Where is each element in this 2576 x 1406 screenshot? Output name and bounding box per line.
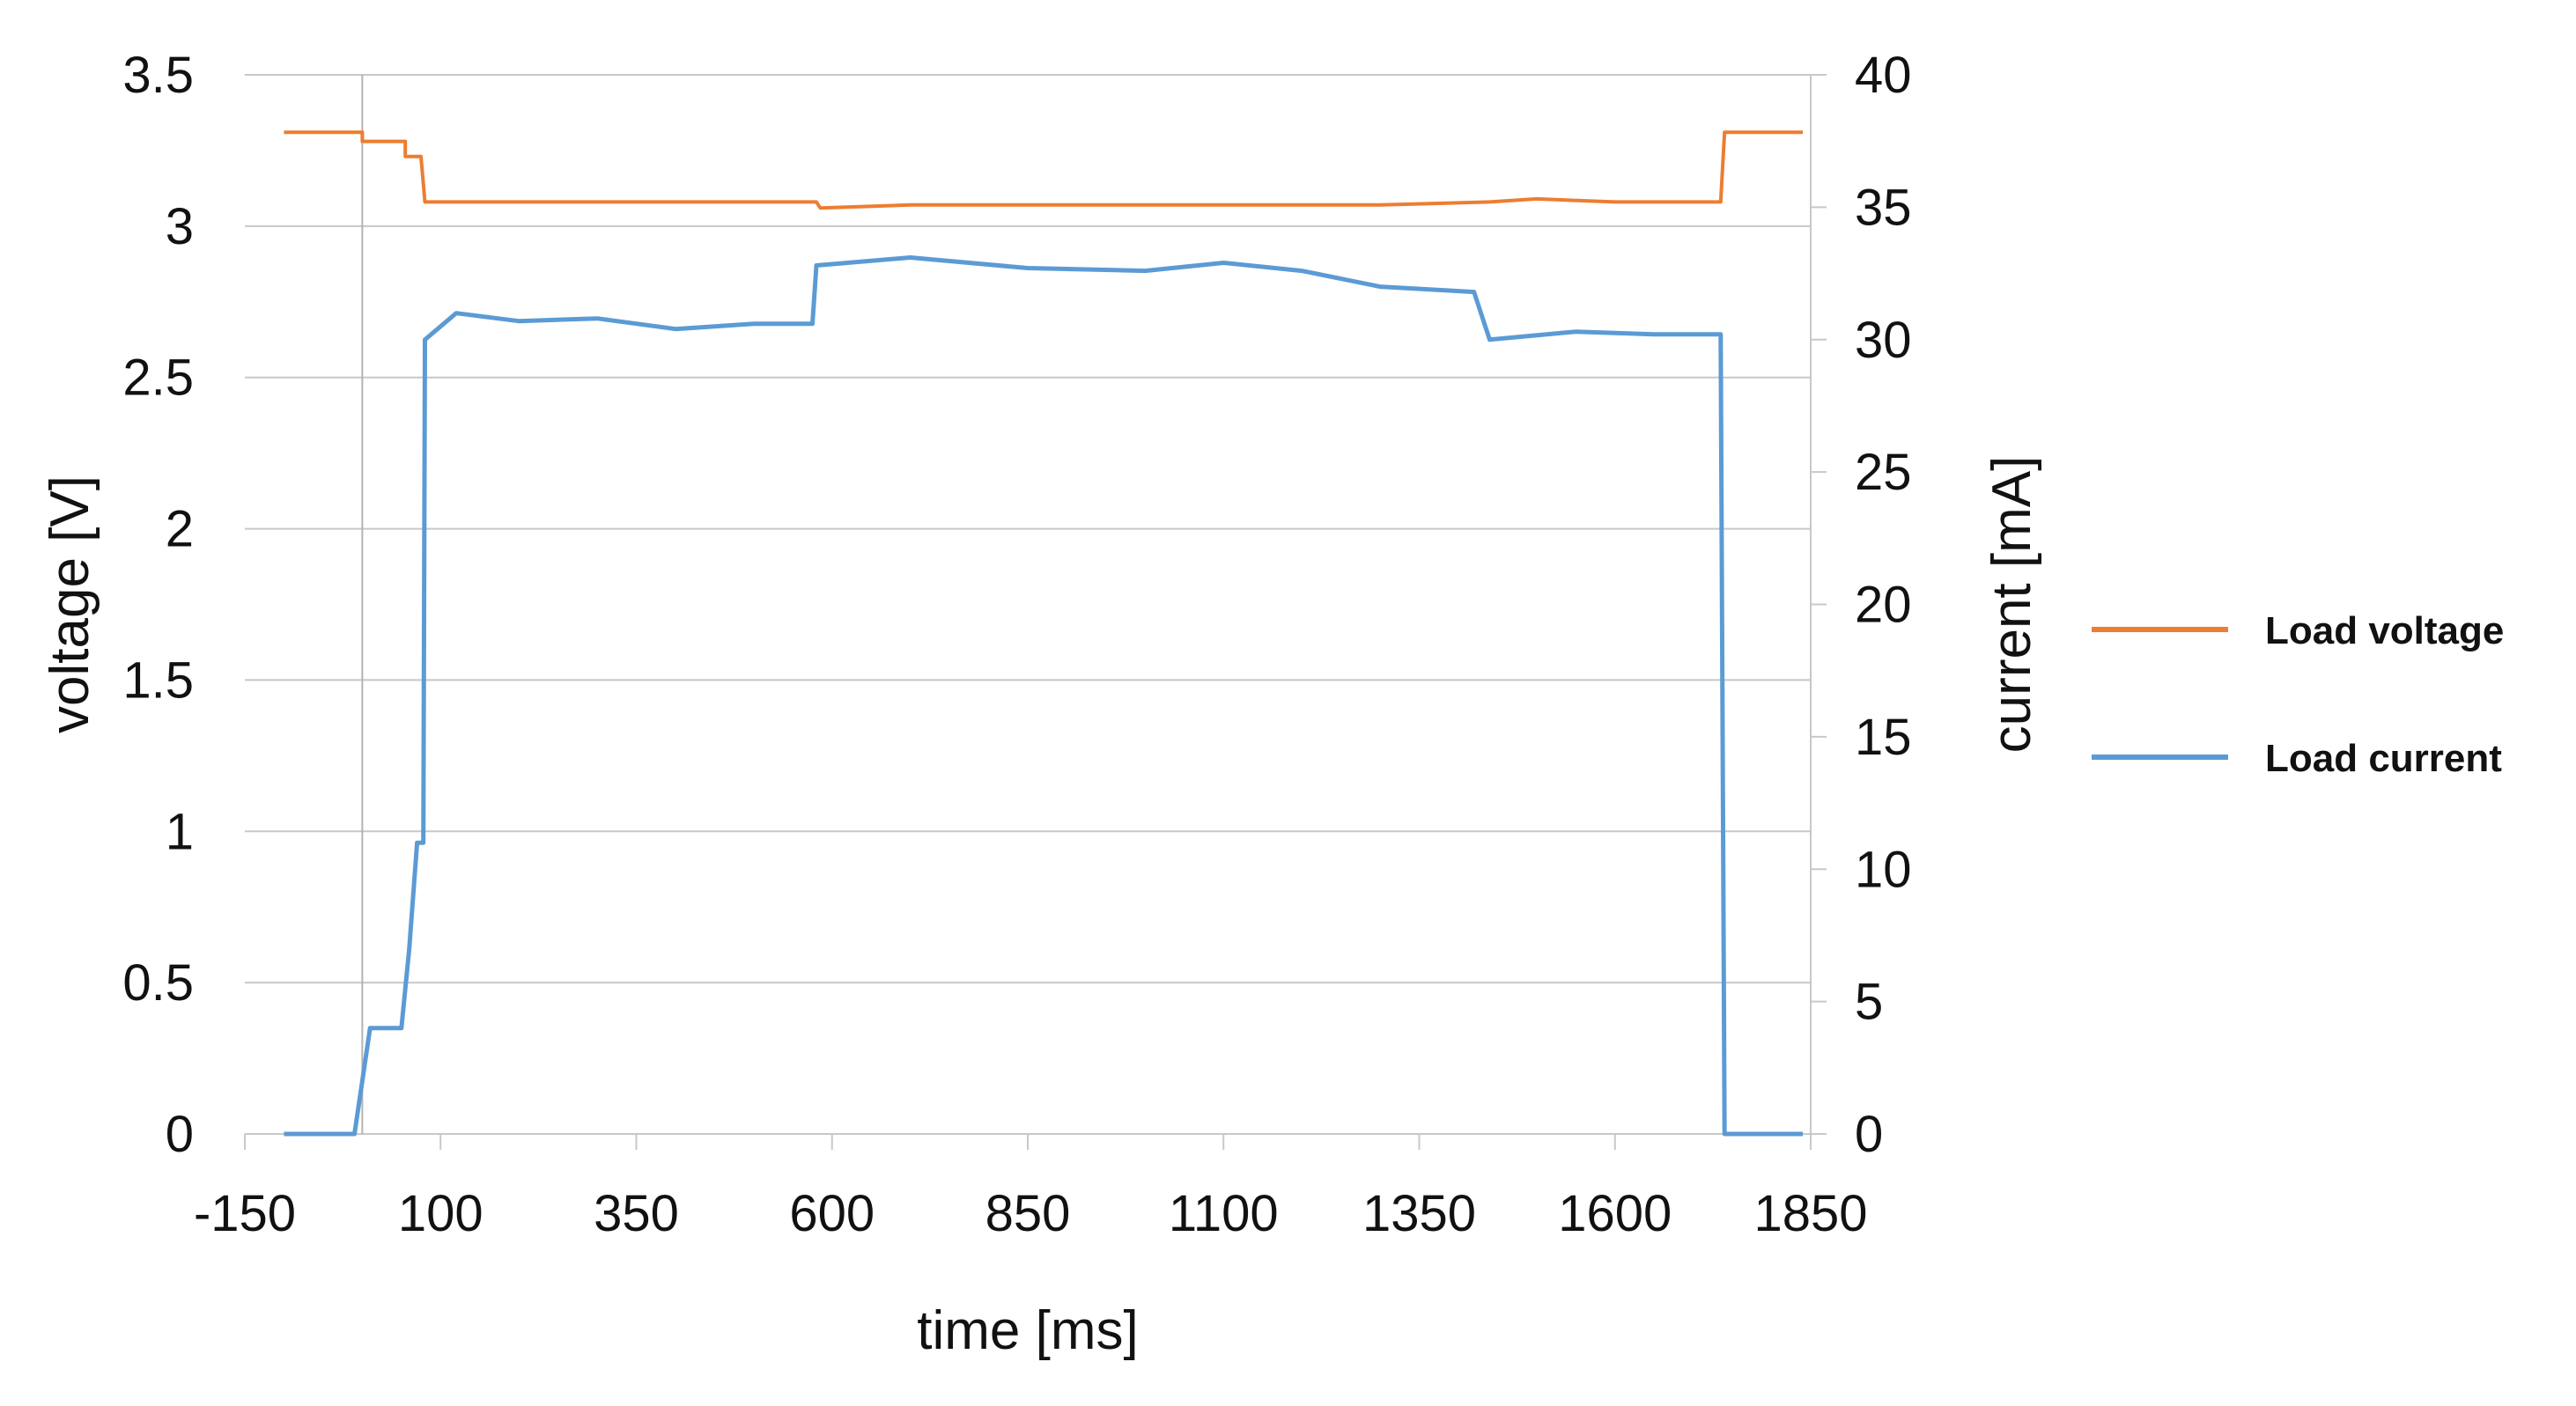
left-y-axis-title: voltage [V]: [40, 475, 100, 733]
right-y-tick-label: 30: [1855, 312, 1912, 369]
tick-labels: 0 0.5 1 1.5 2 2.5 3 3.5 0 5 10 15 20 25 30 35 40 -150 100 3…: [122, 47, 1911, 1242]
right-y-axis-title: current [mA]: [1982, 456, 2042, 754]
series-line-load-voltage: [284, 130, 1804, 210]
right-y-tick-label: 5: [1855, 974, 1883, 1031]
left-y-tick-label: 1: [166, 803, 194, 860]
x-tick-label: 850: [985, 1185, 1071, 1242]
left-y-tick-label: 1.5: [122, 651, 194, 709]
legend-label-load-voltage: Load voltage: [2265, 609, 2504, 652]
x-tick-label: 1350: [1362, 1185, 1476, 1242]
x-tick-label: 1600: [1558, 1185, 1672, 1242]
x-tick-label: 100: [398, 1185, 483, 1242]
x-tick-label: 1850: [1753, 1185, 1867, 1242]
series-line-load-current: [284, 255, 1804, 1137]
left-y-tick-label: 3: [166, 198, 194, 255]
right-y-tick-label: 15: [1855, 709, 1912, 766]
x-tick-label: 600: [789, 1185, 875, 1242]
legend: Load voltage Load current: [2092, 609, 2504, 780]
x-tick-label: 350: [594, 1185, 679, 1242]
x-tick-label: 1100: [1169, 1185, 1279, 1242]
grid-lines: [245, 74, 1811, 984]
left-y-tick-label: 3.5: [122, 47, 194, 104]
left-y-tick-label: 0: [166, 1106, 194, 1163]
left-y-tick-label: 2: [166, 501, 194, 558]
x-tick-label: -150: [194, 1185, 296, 1242]
right-y-tick-label: 0: [1855, 1106, 1883, 1163]
left-y-tick-label: 0.5: [122, 954, 194, 1012]
x-axis-title: time [ms]: [917, 1300, 1138, 1361]
axes: [244, 74, 1827, 1150]
right-y-tick-label: 35: [1855, 179, 1912, 236]
series-lines: [284, 130, 1804, 1137]
right-y-tick-label: 10: [1855, 841, 1912, 898]
left-y-tick-label: 2.5: [122, 350, 194, 407]
right-y-tick-label: 20: [1855, 577, 1912, 634]
right-y-tick-label: 40: [1855, 47, 1912, 104]
right-y-tick-label: 25: [1855, 444, 1912, 501]
legend-label-load-current: Load current: [2265, 737, 2502, 780]
